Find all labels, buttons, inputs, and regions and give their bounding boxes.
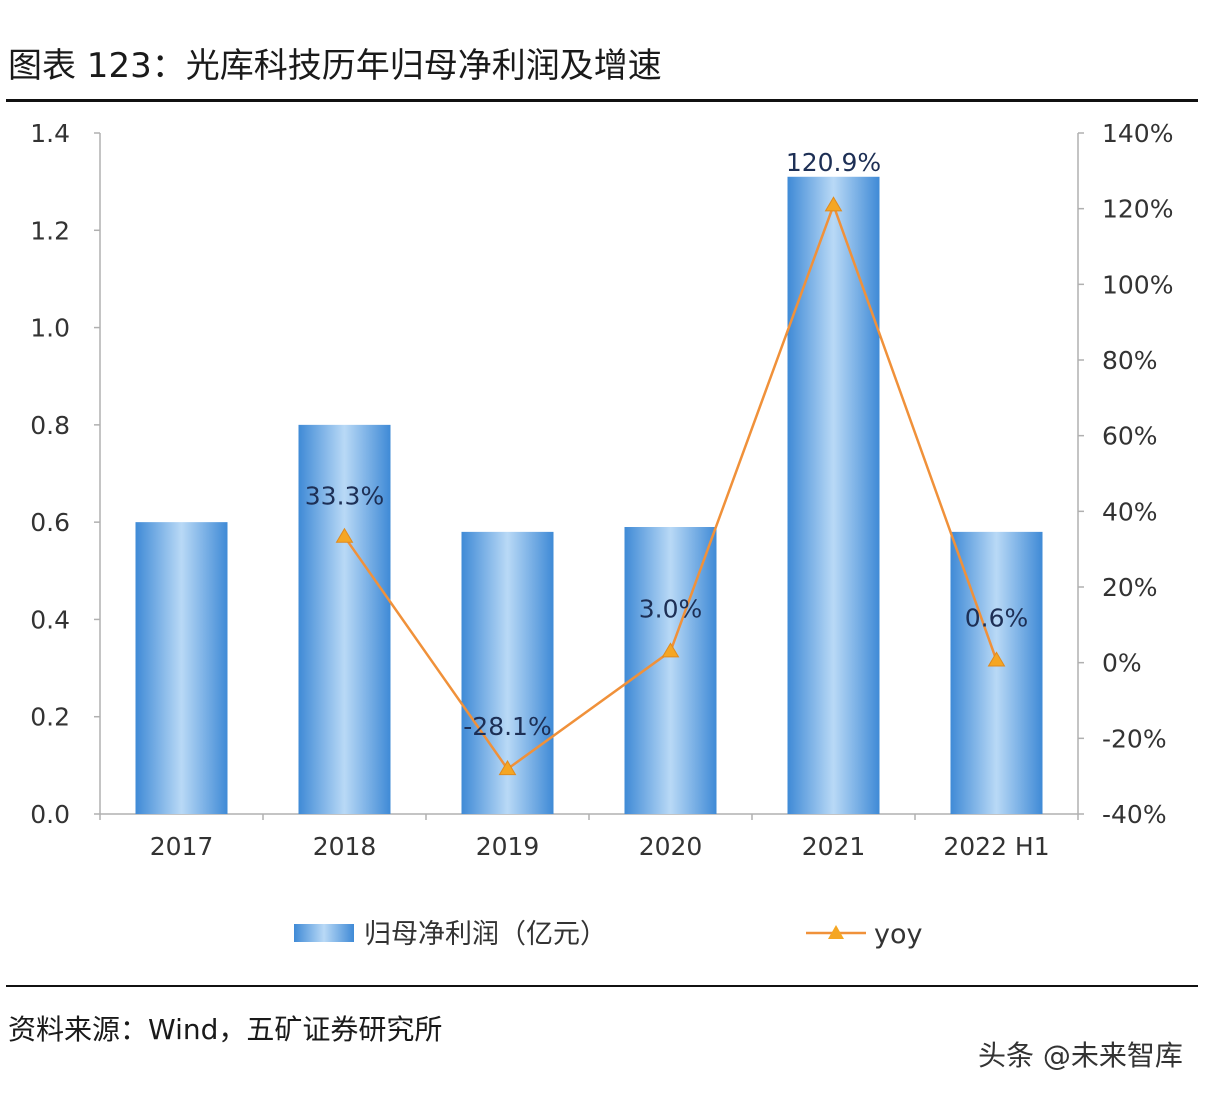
source-note: 资料来源：Wind，五矿证券研究所 [8, 1013, 443, 1046]
x-tick-label: 2019 [476, 832, 540, 861]
left-tick-label: 1.0 [30, 314, 70, 343]
yoy-data-label: 120.9% [786, 148, 881, 177]
right-tick-label: 60% [1102, 422, 1158, 451]
yoy-data-label: -28.1% [463, 712, 551, 741]
chart-title: 图表 123：光库科技历年归母净利润及增速 [8, 46, 662, 86]
bar-2020 [624, 527, 717, 814]
bar-2021 [787, 176, 880, 814]
left-tick-label: 0.8 [30, 411, 70, 440]
yoy-data-label: 3.0% [639, 594, 703, 623]
right-tick-label: 120% [1102, 195, 1173, 224]
left-tick-label: 0.0 [30, 800, 70, 829]
bottom-rule [6, 985, 1198, 987]
chart-area: 0.0 0.2 0.4 0.6 0.8 1.0 1.2 1.4 -40% -20% 0% 20% 40%… [30, 119, 1173, 950]
left-tick-label: 0.6 [30, 508, 70, 537]
bar-2022-H1 [950, 531, 1043, 814]
legend-line-marker [828, 925, 844, 939]
bar-2018 [298, 424, 391, 814]
x-tick-label: 2022 H1 [943, 832, 1049, 861]
watermark: 头条 @未来智库 [978, 1039, 1183, 1072]
x-tick-label: 2017 [150, 832, 214, 861]
yoy-marker [661, 642, 680, 658]
left-tick-label: 0.4 [30, 605, 70, 634]
left-tick-label: 0.2 [30, 703, 70, 732]
x-tick-label: 2020 [639, 832, 703, 861]
bar-2017 [135, 522, 228, 814]
right-tick-label: 80% [1102, 346, 1158, 375]
yoy-marker [498, 759, 517, 776]
legend-bar-label: 归母净利润（亿元） [364, 919, 607, 950]
left-tick-label: 1.4 [30, 119, 70, 148]
legend-line-label: yoy [874, 919, 922, 950]
yoy-marker [824, 196, 843, 212]
yoy-data-label: 33.3% [305, 482, 384, 511]
right-tick-label: 0% [1102, 649, 1142, 678]
yoy-marker [335, 527, 354, 543]
x-tick-label: 2018 [313, 832, 377, 861]
left-tick-label: 1.2 [30, 216, 70, 245]
right-tick-label: 140% [1102, 119, 1173, 148]
yoy-data-label: 0.6% [965, 603, 1029, 632]
top-rule [6, 99, 1198, 102]
right-tick-label: 40% [1102, 497, 1158, 526]
right-tick-label: 100% [1102, 270, 1173, 299]
yoy-marker [987, 651, 1006, 667]
x-tick-label: 2021 [802, 832, 866, 861]
right-tick-label: 20% [1102, 573, 1158, 602]
legend-bar-swatch [294, 924, 354, 942]
right-tick-label: -20% [1102, 724, 1167, 753]
right-tick-label: -40% [1102, 800, 1167, 829]
